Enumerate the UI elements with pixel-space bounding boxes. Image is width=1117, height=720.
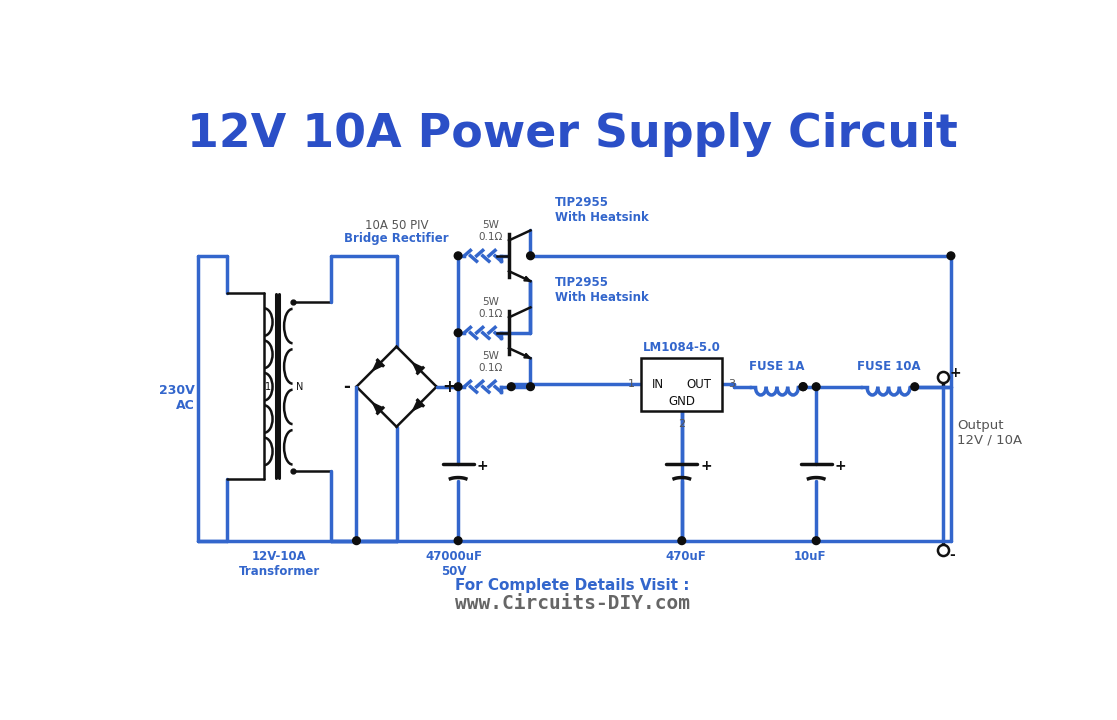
Text: 230V
AC: 230V AC xyxy=(159,384,194,413)
Text: 12V-10A
Transformer: 12V-10A Transformer xyxy=(239,550,321,578)
Text: -: - xyxy=(949,547,955,562)
Polygon shape xyxy=(524,354,531,359)
Circle shape xyxy=(455,329,462,337)
Text: 5W
0.1Ω: 5W 0.1Ω xyxy=(478,220,503,242)
Text: 5W
0.1Ω: 5W 0.1Ω xyxy=(478,351,503,373)
Text: 12V 10A Power Supply Circuit: 12V 10A Power Supply Circuit xyxy=(187,112,957,157)
Text: +: + xyxy=(949,366,961,380)
Circle shape xyxy=(812,383,820,390)
Text: Output
12V / 10A: Output 12V / 10A xyxy=(957,419,1022,447)
Text: TIP2955
With Heatsink: TIP2955 With Heatsink xyxy=(555,196,649,224)
Text: +: + xyxy=(834,459,847,473)
Text: OUT: OUT xyxy=(687,378,712,391)
Polygon shape xyxy=(412,400,423,410)
Text: GND: GND xyxy=(668,395,695,408)
Circle shape xyxy=(678,537,686,544)
Text: IN: IN xyxy=(652,378,665,391)
Circle shape xyxy=(800,383,806,390)
Circle shape xyxy=(455,537,462,544)
Text: -: - xyxy=(343,378,351,396)
Bar xyxy=(641,359,723,410)
Text: FUSE 10A: FUSE 10A xyxy=(857,360,920,373)
Polygon shape xyxy=(373,360,383,371)
Polygon shape xyxy=(524,276,531,282)
Text: 1: 1 xyxy=(628,379,636,390)
Text: For Complete Details Visit :: For Complete Details Visit : xyxy=(455,578,689,593)
Text: N: N xyxy=(296,382,304,392)
Text: www.Circuits-DIY.com: www.Circuits-DIY.com xyxy=(455,594,689,613)
Text: 5W
0.1Ω: 5W 0.1Ω xyxy=(478,297,503,319)
Text: 2: 2 xyxy=(678,420,686,429)
Text: +: + xyxy=(442,378,457,396)
Text: +: + xyxy=(477,459,488,473)
Text: 47000uF
50V: 47000uF 50V xyxy=(426,550,483,578)
Text: TIP2955
With Heatsink: TIP2955 With Heatsink xyxy=(555,276,649,305)
Circle shape xyxy=(910,383,918,390)
Polygon shape xyxy=(373,403,383,413)
Text: 10A 50 PIV: 10A 50 PIV xyxy=(365,219,428,232)
Circle shape xyxy=(800,383,806,390)
Circle shape xyxy=(455,383,462,390)
Circle shape xyxy=(455,252,462,260)
Circle shape xyxy=(526,252,534,260)
Circle shape xyxy=(947,252,955,260)
Text: FUSE 1A: FUSE 1A xyxy=(750,360,804,373)
Text: Bridge Rectifier: Bridge Rectifier xyxy=(344,232,449,245)
Text: LM1084-5.0: LM1084-5.0 xyxy=(643,341,720,354)
Text: 10uF: 10uF xyxy=(794,550,827,563)
Circle shape xyxy=(526,383,534,390)
Circle shape xyxy=(507,383,515,390)
Circle shape xyxy=(812,537,820,544)
Text: 3: 3 xyxy=(728,379,735,390)
Text: 1: 1 xyxy=(265,382,271,392)
Polygon shape xyxy=(412,363,423,373)
Text: +: + xyxy=(700,459,712,473)
Circle shape xyxy=(353,537,361,544)
Text: 470uF: 470uF xyxy=(666,550,706,563)
